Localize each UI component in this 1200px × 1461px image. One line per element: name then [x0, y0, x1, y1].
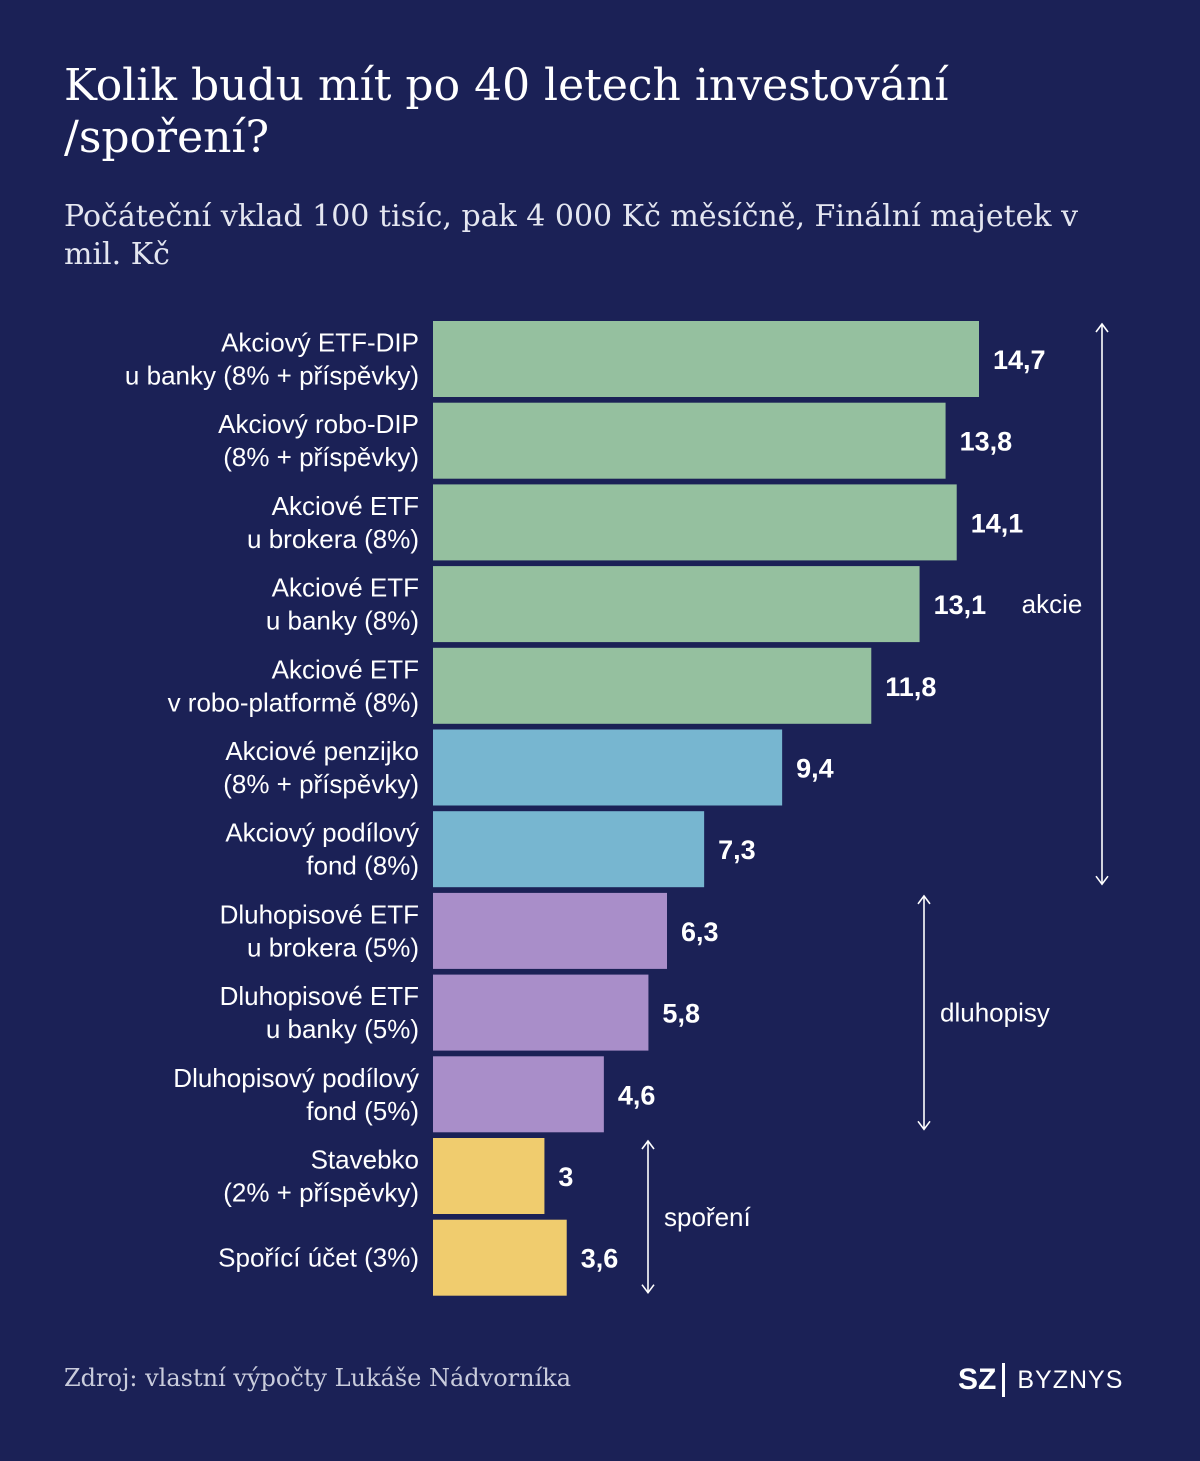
- category-label: u banky (8%): [266, 606, 419, 636]
- value-label: 9,4: [796, 754, 834, 784]
- bracket-arrow-top: [641, 1139, 655, 1150]
- category-label: Stavebko: [311, 1145, 419, 1175]
- publisher-logo: SZ BYZNYS: [958, 1360, 1123, 1400]
- bracket-arrow-top: [917, 894, 931, 905]
- category-label: Dluhopisový podílový: [173, 1063, 419, 1093]
- bar: [433, 1056, 604, 1133]
- bracket-label: dluhopisy: [940, 998, 1050, 1028]
- category-label: u brokera (8%): [247, 524, 419, 554]
- chart-title: Kolik budu mít po 40 letech investování …: [64, 60, 949, 163]
- category-label: Dluhopisové ETF: [220, 899, 419, 929]
- bracket-arrow-bottom: [917, 1120, 931, 1131]
- category-label: (2% + příspěvky): [223, 1178, 419, 1208]
- bracket-label: akcie: [1022, 589, 1083, 619]
- category-label: v robo-platformě (8%): [168, 687, 419, 717]
- bar: [433, 321, 979, 397]
- logo-text: BYZNYS: [1017, 1365, 1124, 1394]
- value-label: 3,6: [581, 1244, 619, 1274]
- category-label: Akciové ETF: [272, 573, 419, 603]
- category-label: Akciový robo-DIP: [218, 409, 419, 439]
- bracket-arrow-bottom: [1095, 875, 1109, 886]
- bar: [433, 729, 783, 806]
- value-label: 13,1: [934, 590, 987, 620]
- logo-separator: [1002, 1363, 1006, 1397]
- bar: [433, 811, 705, 888]
- value-label: 11,8: [885, 672, 936, 702]
- value-label: 6,3: [681, 917, 719, 947]
- logo-mark: SZ: [958, 1363, 997, 1396]
- category-label: u brokera (5%): [247, 932, 419, 962]
- bar: [433, 1219, 567, 1296]
- bar: [433, 484, 957, 561]
- category-label: Akciový ETF-DIP: [221, 328, 419, 358]
- bar: [433, 647, 872, 724]
- category-label: Spořící účet (3%): [218, 1243, 419, 1273]
- category-label: (8% + příspěvky): [223, 769, 419, 799]
- bracket-arrow-bottom: [641, 1284, 655, 1295]
- category-label: Akciové penzijko: [225, 736, 419, 766]
- category-label: Akciový podílový: [225, 818, 419, 848]
- bar: [433, 402, 946, 479]
- category-label: Akciové ETF: [272, 491, 419, 521]
- bracket-arrow-top: [1095, 322, 1109, 333]
- source-note: Zdroj: vlastní výpočty Lukáše Nádvorníka: [64, 1364, 572, 1392]
- bar: [433, 892, 667, 969]
- category-label: fond (5%): [306, 1096, 419, 1126]
- value-label: 3: [558, 1162, 573, 1192]
- bar: [433, 566, 920, 643]
- chart-subtitle: Počáteční vklad 100 tisíc, pak 4 000 Kč …: [64, 199, 1079, 272]
- value-label: 14,7: [993, 345, 1046, 375]
- bar: [433, 974, 649, 1051]
- value-label: 13,8: [960, 427, 1013, 457]
- value-label: 14,1: [971, 508, 1024, 538]
- category-label: (8% + příspěvky): [223, 442, 419, 472]
- category-label: Akciové ETF: [272, 654, 419, 684]
- bracket-label: spoření: [664, 1202, 751, 1232]
- category-label: fond (8%): [306, 851, 419, 881]
- category-label: u banky (5%): [266, 1014, 419, 1044]
- bar: [433, 1138, 545, 1214]
- category-label: u banky (8% + příspěvky): [125, 361, 419, 391]
- value-label: 7,3: [718, 835, 756, 865]
- value-label: 4,6: [618, 1080, 656, 1110]
- category-label: Dluhopisové ETF: [220, 981, 419, 1011]
- value-label: 5,8: [662, 999, 700, 1029]
